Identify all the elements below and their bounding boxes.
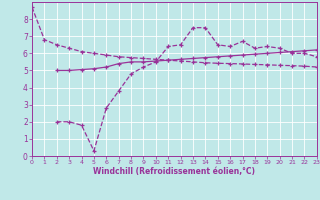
X-axis label: Windchill (Refroidissement éolien,°C): Windchill (Refroidissement éolien,°C) [93,167,255,176]
